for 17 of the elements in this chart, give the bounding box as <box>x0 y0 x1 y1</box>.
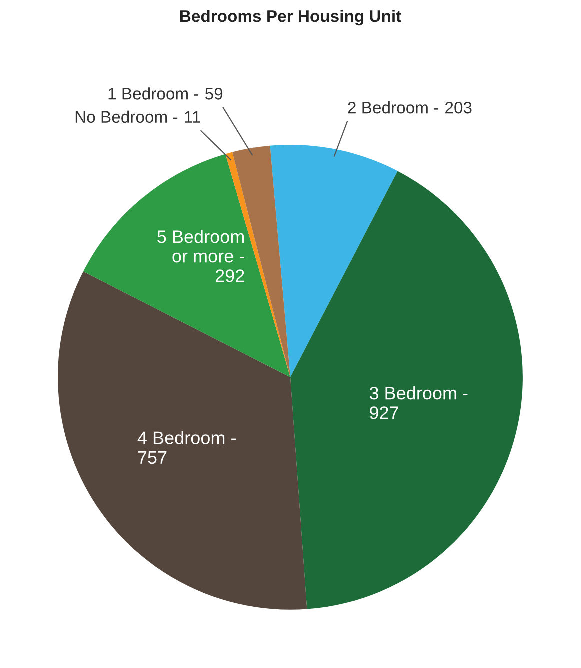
slice-label: 1 Bedroom - <box>108 88 199 100</box>
pie-slice <box>83 154 290 378</box>
slice-label: No Bedroom - <box>76 110 178 124</box>
data-label: 11 <box>185 111 200 123</box>
data-label: 203 <box>446 102 472 114</box>
pie-slice <box>290 171 523 610</box>
slice-label: 2 Bedroom - <box>348 102 438 114</box>
slice-label: 4 Bedroom - <box>138 431 236 444</box>
data-label: 59 <box>205 88 223 100</box>
slice-label: 5 Bedroom or more - <box>158 230 244 263</box>
data-label: 292 <box>216 270 244 282</box>
data-label: 927 <box>370 406 398 420</box>
pie-slice <box>58 272 308 610</box>
data-label: 757 <box>138 451 167 464</box>
pie-slice <box>270 144 398 378</box>
slice-label: 3 Bedroom - <box>370 386 468 400</box>
chart-title: Bedrooms Per Housing Unit <box>180 10 402 26</box>
